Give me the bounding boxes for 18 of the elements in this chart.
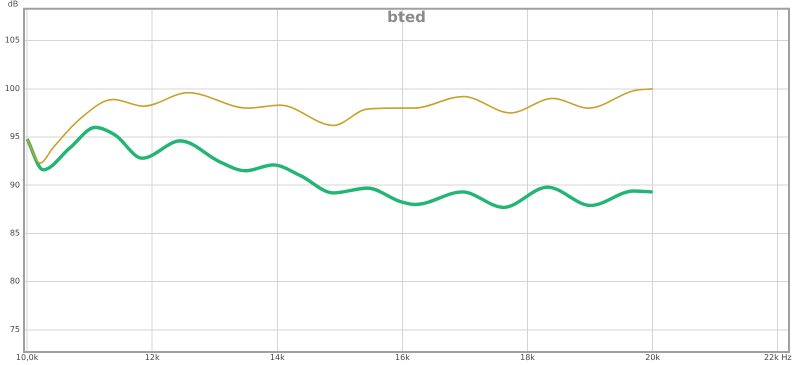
x-tick-label: 16k: [395, 352, 410, 362]
y-tick-label: 75: [10, 324, 20, 334]
y-tick-label: 80: [10, 276, 20, 286]
line-series: [25, 126, 654, 210]
y-tick-label: 95: [10, 132, 20, 142]
x-tick-label: 20k: [645, 352, 660, 362]
line-series: [26, 88, 654, 164]
x-tick-label: 12k: [144, 352, 160, 362]
x-tick-label: 22k Hz: [764, 352, 792, 362]
chart-title: bted: [387, 8, 426, 26]
y-tick-label: 90: [10, 180, 20, 190]
y-tick-label: 100: [4, 84, 20, 93]
x-tick-label: 14k: [270, 352, 286, 362]
x-tick-label: 18k: [520, 352, 536, 362]
x-tick-label: 10,0k: [16, 352, 39, 362]
y-axis-title: dB: [8, 0, 18, 8]
y-tick-label: 85: [10, 228, 20, 238]
y-tick-label: 105: [4, 36, 20, 45]
